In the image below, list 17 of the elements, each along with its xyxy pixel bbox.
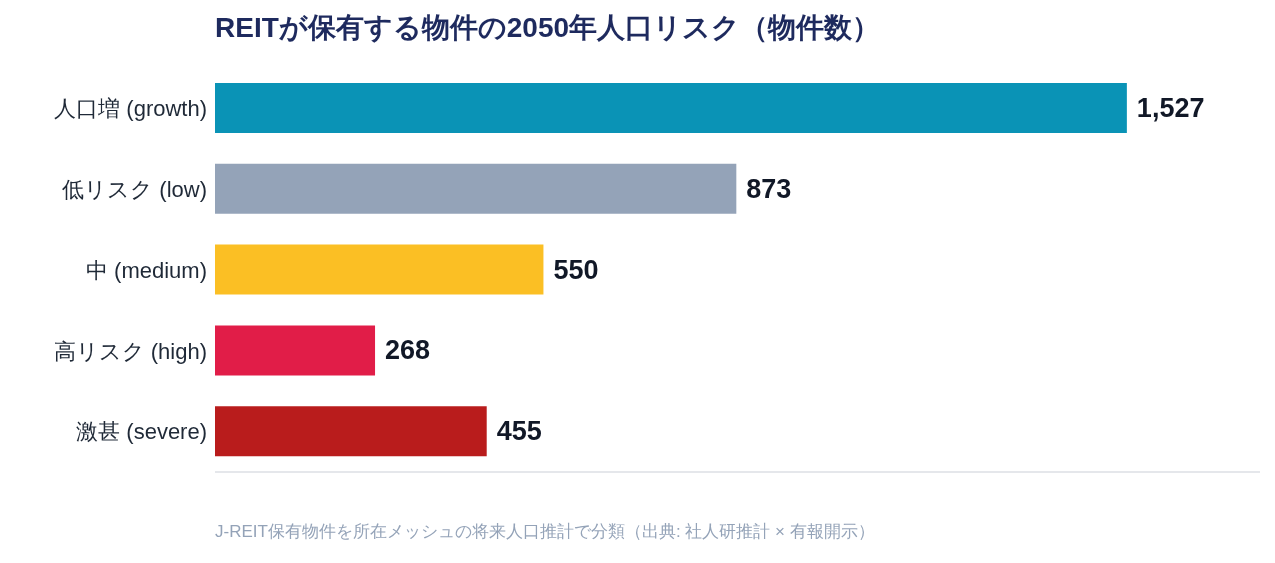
bar [215, 406, 487, 457]
bar [215, 163, 737, 214]
text: J-REIT保有物件を所在メッシュの将来人口推計で分類（出典: 社人研推計 × 有報開示） [215, 521, 876, 543]
data-label: 873 [746, 173, 792, 204]
data-label: 550 [553, 254, 599, 285]
y-tick-label: 中 (medium) [85, 257, 207, 283]
bar [215, 244, 544, 295]
data-label: 268 [385, 335, 431, 366]
chart-title: REITが保有する物件の2050年人口リスク（物件数） [215, 11, 882, 45]
bar [215, 83, 1127, 133]
y-tick-label: 人口増 (growth) [54, 96, 207, 122]
data-label: 1,527 [1136, 93, 1205, 123]
bar [215, 325, 376, 376]
y-tick-label: 激甚 (severe) [76, 419, 207, 445]
data-label: 455 [496, 416, 542, 447]
y-tick-label: 低リスク (low) [62, 177, 207, 203]
y-tick-label: 高リスク (high) [53, 338, 207, 364]
